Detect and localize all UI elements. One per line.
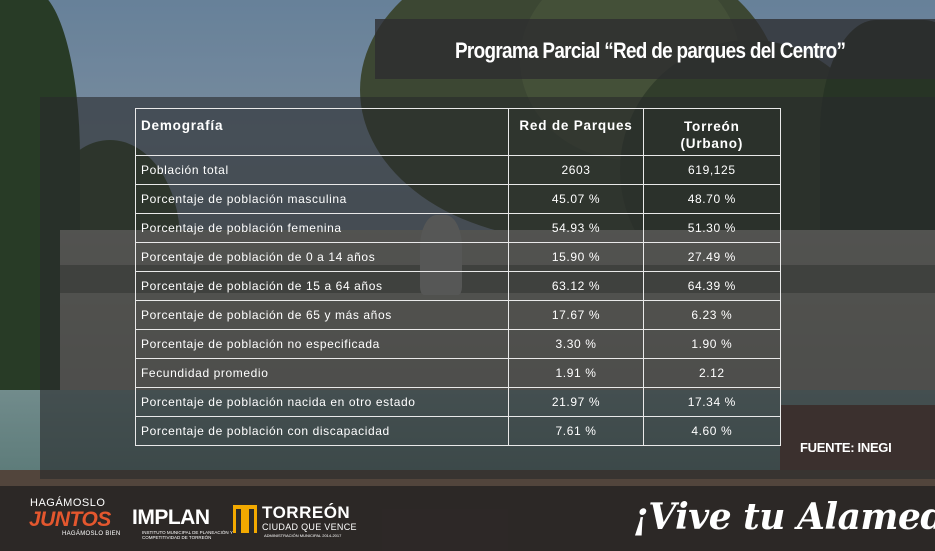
hagamoslo-logo-main: JUNTOS bbox=[29, 508, 111, 531]
torreon-value: 6.23 % bbox=[642, 300, 782, 330]
row-label: Población total bbox=[134, 155, 510, 185]
torreon-tower-icon bbox=[233, 505, 257, 533]
torreon-value: 2.12 bbox=[642, 358, 782, 388]
column-header-red-de-parques: Red de Parques bbox=[508, 108, 644, 156]
implan-logo: IMPLAN INSTITUTO MUNICIPAL DE PLANEACIÓN… bbox=[132, 506, 233, 540]
hagamoslo-logo-sub: HAGÁMOSLO BIEN bbox=[62, 531, 121, 537]
table-row: Porcentaje de población masculina 45.07 … bbox=[134, 184, 782, 214]
table-row: Porcentaje de población de 0 a 14 años 1… bbox=[134, 242, 782, 272]
implan-logo-sub2: COMPETITIVIDAD DE TORREÓN bbox=[142, 535, 212, 540]
table-row: Porcentaje de población de 15 a 64 años … bbox=[134, 271, 782, 301]
table-row: Porcentaje de población nacida en otro e… bbox=[134, 387, 782, 417]
torreon-value: 619,125 bbox=[642, 155, 782, 185]
demographics-table: Demografía Red de Parques Torreón (Urbano… bbox=[134, 108, 782, 446]
row-label: Porcentaje de población de 65 y más años bbox=[134, 300, 510, 330]
red-de-parques-value: 1.91 % bbox=[508, 358, 644, 388]
hagamoslo-juntos-logo: HAGÁMOSLO JUNTOS HAGÁMOSLO BIEN bbox=[28, 497, 120, 543]
torreon-value: 27.49 % bbox=[642, 242, 782, 272]
torreon-logo-sub: ADMINISTRACIÓN MUNICIPAL 2014-2017 bbox=[264, 533, 342, 538]
red-de-parques-value: 15.90 % bbox=[508, 242, 644, 272]
torreon-value: 17.34 % bbox=[642, 387, 782, 417]
torreon-value: 1.90 % bbox=[642, 329, 782, 359]
title-banner bbox=[375, 19, 935, 79]
torreon-value: 4.60 % bbox=[642, 416, 782, 446]
red-de-parques-value: 7.61 % bbox=[508, 416, 644, 446]
row-label: Porcentaje de población de 0 a 14 años bbox=[134, 242, 510, 272]
slogan-text: ¡Vive tu Alameda! bbox=[633, 496, 935, 538]
column-header-demografia: Demografía bbox=[134, 108, 510, 156]
table-row: Porcentaje de población de 65 y más años… bbox=[134, 300, 782, 330]
row-label: Porcentaje de población nacida en otro e… bbox=[134, 387, 510, 417]
row-label: Porcentaje de población de 15 a 64 años bbox=[134, 271, 510, 301]
red-de-parques-value: 21.97 % bbox=[508, 387, 644, 417]
table-header-row: Demografía Red de Parques Torreón (Urbano… bbox=[134, 108, 782, 156]
torreon-logo-tagline: CIUDAD QUE VENCE bbox=[262, 522, 357, 532]
row-label: Porcentaje de población con discapacidad bbox=[134, 416, 510, 446]
table-row: Porcentaje de población con discapacidad… bbox=[134, 416, 782, 446]
table-row: Población total 2603 619,125 bbox=[134, 155, 782, 185]
row-label: Porcentaje de población no especificada bbox=[134, 329, 510, 359]
red-de-parques-value: 17.67 % bbox=[508, 300, 644, 330]
table-row: Fecundidad promedio 1.91 % 2.12 bbox=[134, 358, 782, 388]
red-de-parques-value: 54.93 % bbox=[508, 213, 644, 243]
implan-logo-name: IMPLAN bbox=[132, 506, 210, 529]
implan-logo-sub1: INSTITUTO MUNICIPAL DE PLANEACIÓN Y bbox=[142, 530, 233, 535]
red-de-parques-value: 2603 bbox=[508, 155, 644, 185]
column-header-torreon: Torreón (Urbano) bbox=[642, 108, 782, 156]
hagamoslo-logo-top: HAGÁMOSLO bbox=[30, 497, 106, 509]
torreon-value: 48.70 % bbox=[642, 184, 782, 214]
table-row: Porcentaje de población femenina 54.93 %… bbox=[134, 213, 782, 243]
red-de-parques-value: 3.30 % bbox=[508, 329, 644, 359]
row-label: Porcentaje de población femenina bbox=[134, 213, 510, 243]
torreon-logo-name: TORREÓN bbox=[262, 503, 351, 522]
page-title: Programa Parcial “Red de parques del Cen… bbox=[455, 38, 846, 63]
row-label: Porcentaje de población masculina bbox=[134, 184, 510, 214]
table-row: Porcentaje de población no especificada … bbox=[134, 329, 782, 359]
source-note: FUENTE: INEGI bbox=[800, 440, 892, 455]
red-de-parques-value: 45.07 % bbox=[508, 184, 644, 214]
footer-bar bbox=[0, 486, 935, 551]
column-header-torreon-line2: (Urbano) bbox=[680, 136, 744, 151]
column-header-torreon-line1: Torreón bbox=[684, 119, 740, 134]
torreon-value: 64.39 % bbox=[642, 271, 782, 301]
torreon-value: 51.30 % bbox=[642, 213, 782, 243]
row-label: Fecundidad promedio bbox=[134, 358, 510, 388]
red-de-parques-value: 63.12 % bbox=[508, 271, 644, 301]
